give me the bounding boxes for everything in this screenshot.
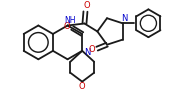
Text: O: O bbox=[83, 1, 90, 10]
Text: O: O bbox=[89, 45, 95, 54]
Text: O: O bbox=[79, 82, 86, 91]
Text: N: N bbox=[84, 48, 90, 57]
Text: NH: NH bbox=[64, 16, 75, 25]
Text: N: N bbox=[121, 14, 128, 23]
Text: O: O bbox=[64, 22, 71, 31]
